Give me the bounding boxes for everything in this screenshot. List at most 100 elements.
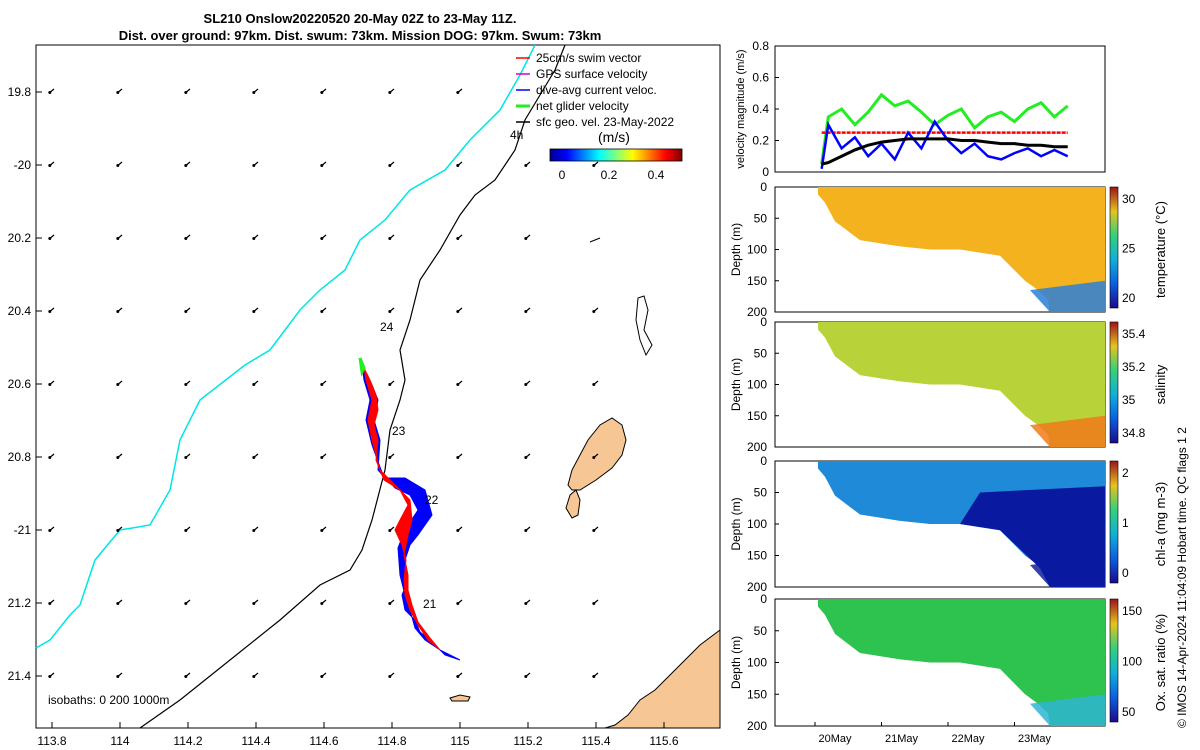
- sfc-arrow-head: [184, 310, 188, 313]
- sfc-arrow-head: [456, 91, 460, 94]
- lat-tick-label: 21.2: [8, 596, 32, 610]
- colorbar-tick-label: 0.2: [601, 168, 618, 182]
- velocity-series-diveavg: [820, 119, 1069, 170]
- lat-tick-label: 21.4: [8, 669, 32, 683]
- sfc-arrow-head: [320, 529, 324, 532]
- sfc-arrow-head: [456, 529, 460, 532]
- velocity-ytick-label: 0.2: [752, 134, 769, 148]
- profile-data-fill: [818, 322, 1105, 447]
- profile-data-fill: [818, 599, 1105, 726]
- sfc-arrow-head: [592, 456, 596, 459]
- sfc-arrow-head: [184, 237, 188, 240]
- colorbar-tick-label: 35.4: [1122, 327, 1146, 341]
- land-islet: [449, 694, 471, 702]
- sfc-arrow-head: [116, 310, 120, 313]
- sfc-arrow-head: [456, 237, 460, 240]
- colorbar-tick-label: 100: [1122, 655, 1142, 669]
- sfc-arrow-head: [388, 602, 392, 605]
- map-frame: [35, 44, 721, 729]
- velocity-ylabel: velocity magnitude (m/s): [735, 49, 747, 168]
- legend-label: 25cm/s swim vector: [536, 51, 641, 65]
- sfc-arrow-head: [252, 456, 256, 459]
- profile-colorbar: [1109, 598, 1119, 723]
- lon-tick-label: 115.2: [513, 734, 542, 748]
- depth-ytick-label: 100: [747, 656, 767, 670]
- sfc-arrow-head: [252, 602, 256, 605]
- sfc-arrow-head: [320, 456, 324, 459]
- sfc-arrow-head: [388, 91, 392, 94]
- colorbar-label: Ox. sat. ratio (%): [1153, 614, 1168, 712]
- depth-ytick-label: 200: [747, 440, 767, 454]
- sfc-arrow-head: [524, 675, 528, 678]
- sfc-arrow-head: [184, 456, 188, 459]
- sfc-arrow-head: [116, 91, 120, 94]
- sfc-arrow-head: [252, 237, 256, 240]
- legend-label: sfc geo. vel. 23-May-2022: [536, 115, 674, 129]
- day-label-22: 22: [425, 493, 439, 507]
- profile-colorbar: [1109, 460, 1119, 584]
- credit-text: © IMOS 14-Apr-2024 11:04:09 Hobart time.…: [1175, 427, 1189, 728]
- sfc-arrow-head: [252, 675, 256, 678]
- depth-ytick-label: 150: [747, 687, 767, 701]
- sfc-arrow-head: [252, 529, 256, 532]
- sfc-arrow-head: [184, 675, 188, 678]
- sfc-arrow-head: [320, 164, 324, 167]
- depth-ytick-label: 50: [754, 346, 768, 360]
- velocity-series-sfc: [821, 137, 1068, 166]
- isobath-200m: [139, 44, 566, 729]
- depth-ytick-label: 200: [747, 580, 767, 594]
- depth-ytick-label: 200: [747, 719, 767, 733]
- map-panel: 19.8 -20 20.2 20.4 20.6 20.8 -21 21.2 21.4 113.8…: [8, 44, 721, 748]
- sfc-arrow-head: [456, 164, 460, 167]
- land-mainland: [604, 629, 721, 729]
- sfc-arrow-head: [184, 164, 188, 167]
- depth-ytick-label: 100: [747, 378, 767, 392]
- velocity-series-net: [820, 92, 1069, 165]
- lon-tick-label: 114.8: [377, 734, 406, 748]
- depth-ytick-label: 150: [747, 549, 767, 563]
- map-colorbar: [549, 148, 683, 162]
- sfc-arrow-head: [116, 602, 120, 605]
- colorbar-tick-label: 150: [1122, 604, 1142, 618]
- lon-tick-label: 115: [450, 734, 469, 748]
- sfc-arrow-head: [524, 383, 528, 386]
- sfc-arrow-head: [184, 91, 188, 94]
- sfc-arrow-head: [456, 456, 460, 459]
- sfc-arrow-head: [252, 91, 256, 94]
- colorbar-tick-label: 34.8: [1122, 426, 1146, 440]
- depth-ylabel: Depth (m): [729, 223, 743, 276]
- land-island-small: [565, 489, 581, 519]
- colorbar-tick-label: 0: [1122, 566, 1129, 580]
- sfc-arrow-head: [184, 383, 188, 386]
- depth-ylabel: Depth (m): [729, 497, 743, 550]
- depth-ylabel: Depth (m): [729, 636, 743, 689]
- profile-data-deep: [1030, 694, 1105, 726]
- sfc-arrow-head: [48, 602, 52, 605]
- colorbar-label: salinity: [1153, 364, 1168, 404]
- sfc-arrow-head: [116, 383, 120, 386]
- sfc-arrow-head: [524, 237, 528, 240]
- sfc-arrow-head: [320, 675, 324, 678]
- profile-data-deep: [1030, 280, 1105, 312]
- velocity-ytick-label: 0.6: [752, 71, 769, 85]
- isobaths-label: isobaths: 0 200 1000m: [48, 693, 169, 707]
- time-xtick-label: 22May: [951, 733, 985, 745]
- depth-ytick-label: 150: [747, 409, 767, 423]
- sfc-arrow-head: [592, 310, 596, 313]
- day-label-24: 24: [380, 320, 394, 334]
- velocity-ytick-label: 0: [762, 165, 769, 179]
- profile-data-low: [960, 486, 1105, 587]
- sfc-arrow: [589, 237, 601, 243]
- colorbar-tick-label: 50: [1122, 705, 1136, 719]
- lat-tick-label: -21: [14, 523, 32, 537]
- colorbar-tick-label: 0.4: [648, 168, 665, 182]
- sfc-velocity-arrows: [48, 88, 601, 678]
- sfc-arrow-head: [388, 529, 392, 532]
- colorbar-label: temperature (°C): [1153, 201, 1168, 298]
- depth-ytick-label: 0: [760, 592, 767, 606]
- lat-tick-label: 20.6: [8, 377, 32, 391]
- sfc-arrow-head: [388, 310, 392, 313]
- velocity-ytick-label: 0.8: [752, 39, 769, 53]
- colorbar-tick-label: 2: [1122, 466, 1129, 480]
- lat-tick-label: 20.8: [8, 450, 32, 464]
